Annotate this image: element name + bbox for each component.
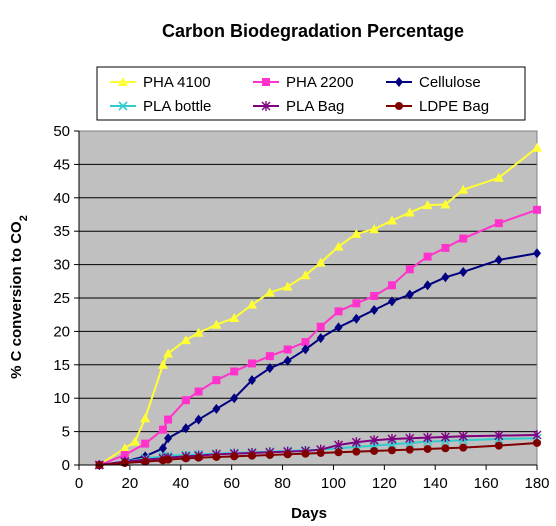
- data-point-ldpe-bag: [164, 456, 172, 464]
- y-tick-label: 35: [53, 223, 70, 240]
- data-point-pha-2200: [182, 396, 190, 404]
- data-point-pha-2200: [352, 299, 360, 307]
- data-point-pha-2200: [370, 292, 378, 300]
- data-point-ldpe-bag: [533, 439, 541, 447]
- data-point-pha-2200: [441, 244, 449, 252]
- data-point-pha-2200: [317, 323, 325, 331]
- data-point-pha-2200: [424, 253, 432, 261]
- x-tick-label: 140: [423, 475, 448, 492]
- x-tick-label: 120: [372, 475, 397, 492]
- legend-swatch-marker: [395, 102, 403, 110]
- data-point-pha-2200: [195, 388, 203, 396]
- data-point-ldpe-bag: [301, 450, 309, 458]
- data-point-ldpe-bag: [212, 453, 220, 461]
- data-point-pha-2200: [159, 426, 167, 434]
- data-point-pha-2200: [248, 359, 256, 367]
- y-tick-label: 5: [62, 424, 70, 441]
- x-tick-label: 160: [474, 475, 499, 492]
- data-point-pha-2200: [266, 352, 274, 360]
- legend-swatch-marker: [262, 78, 270, 86]
- y-tick-label: 45: [53, 156, 70, 173]
- data-point-pha-2200: [141, 440, 149, 448]
- data-point-ldpe-bag: [388, 446, 396, 454]
- y-tick-label: 15: [53, 357, 70, 374]
- x-tick-label: 40: [172, 475, 189, 492]
- data-point-ldpe-bag: [121, 459, 129, 467]
- data-point-pha-2200: [533, 206, 541, 214]
- y-axis-ticks: 0 5 10 15 20 25 30 35 40 45 50: [53, 123, 79, 474]
- x-axis-ticks: 0 20 40 60 80 100 120 140 160 180: [75, 465, 550, 492]
- x-tick-label: 20: [122, 475, 139, 492]
- data-point-pha-2200: [230, 367, 238, 375]
- legend-label: PLA bottle: [143, 98, 211, 115]
- data-point-ldpe-bag: [370, 447, 378, 455]
- y-tick-label: 30: [53, 257, 70, 274]
- y-axis-label: % C conversion to CO2: [8, 215, 30, 379]
- data-point-ldpe-bag: [195, 454, 203, 462]
- data-point-ldpe-bag: [182, 454, 190, 462]
- data-point-pha-2200: [495, 219, 503, 227]
- chart-title: Carbon Biodegradation Percentage: [162, 21, 464, 41]
- data-point-ldpe-bag: [406, 446, 414, 454]
- data-point-ldpe-bag: [335, 448, 343, 456]
- legend-label: LDPE Bag: [419, 98, 489, 115]
- data-point-ldpe-bag: [230, 452, 238, 460]
- x-tick-label: 100: [321, 475, 346, 492]
- data-point-ldpe-bag: [317, 449, 325, 457]
- y-tick-label: 25: [53, 290, 70, 307]
- data-point-pha-2200: [284, 345, 292, 353]
- legend-label: PHA 2200: [286, 74, 354, 91]
- y-tick-label: 20: [53, 323, 70, 340]
- data-point-pha-2200: [212, 376, 220, 384]
- data-point-ldpe-bag: [459, 444, 467, 452]
- data-point-ldpe-bag: [284, 450, 292, 458]
- data-point-ldpe-bag: [248, 452, 256, 460]
- y-tick-label: 40: [53, 190, 70, 207]
- x-tick-label: 180: [524, 475, 549, 492]
- data-point-ldpe-bag: [495, 442, 503, 450]
- data-point-ldpe-bag: [266, 451, 274, 459]
- x-tick-label: 80: [274, 475, 291, 492]
- y-axis-label-subscript: 2: [18, 215, 30, 221]
- x-tick-label: 60: [223, 475, 240, 492]
- data-point-pha-2200: [406, 265, 414, 273]
- data-point-pha-2200: [388, 281, 396, 289]
- y-axis-label-main: % C conversion to CO: [8, 221, 25, 379]
- legend-label: PLA Bag: [286, 98, 344, 115]
- data-point-pha-2200: [164, 416, 172, 424]
- data-point-ldpe-bag: [441, 444, 449, 452]
- data-point-ldpe-bag: [424, 445, 432, 453]
- data-point-ldpe-bag: [352, 448, 360, 456]
- y-tick-label: 0: [62, 457, 70, 474]
- legend: PHA 4100 PHA 2200 Cellulose PLA bottle PLA B…: [97, 67, 525, 120]
- data-point-pha-2200: [459, 235, 467, 243]
- plot-area: [79, 131, 542, 470]
- legend-label: Cellulose: [419, 74, 481, 91]
- legend-label: PHA 4100: [143, 74, 211, 91]
- data-point-pha-2200: [335, 307, 343, 315]
- y-tick-label: 10: [53, 390, 70, 407]
- x-tick-label: 0: [75, 475, 83, 492]
- data-point-ldpe-bag: [141, 458, 149, 466]
- y-tick-label: 50: [53, 123, 70, 140]
- x-axis-label: Days: [291, 505, 327, 522]
